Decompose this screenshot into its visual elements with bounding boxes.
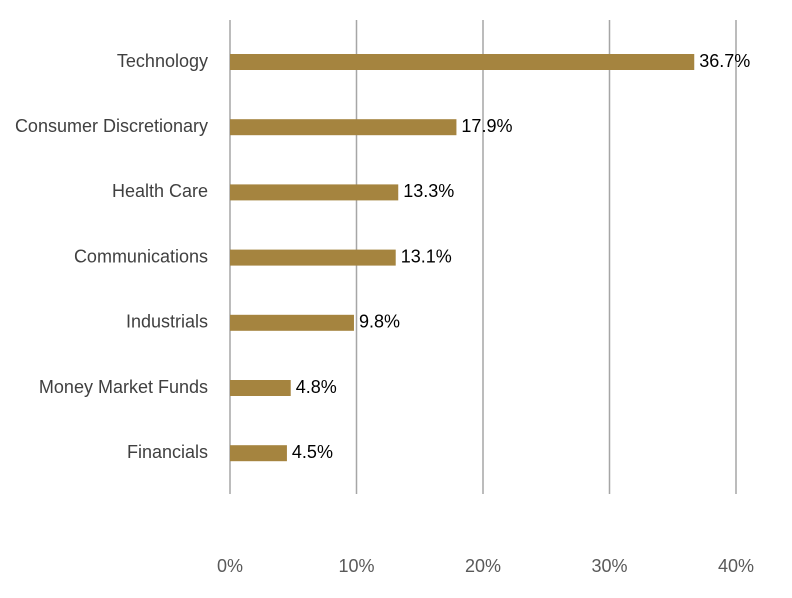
bar [230, 249, 396, 266]
data-label: 4.5% [292, 442, 333, 462]
x-axis-tick-labels: 0% 10% 20% 30% 40% [217, 556, 754, 576]
category-label: Financials [127, 442, 208, 462]
bar [230, 54, 695, 70]
category-label: Health Care [112, 181, 208, 201]
data-label: 17.9% [461, 116, 512, 136]
x-tick-label: 30% [591, 556, 627, 576]
data-labels: 36.7% 17.9% 13.3% 13.1% 9.8% 4.8% 4.5% [292, 51, 750, 462]
data-label: 13.3% [403, 181, 454, 201]
category-label: Technology [117, 51, 208, 71]
x-tick-label: 10% [338, 556, 374, 576]
bar [230, 119, 457, 136]
data-label: 13.1% [401, 246, 452, 266]
data-label: 36.7% [699, 51, 750, 71]
bar [230, 445, 287, 462]
gridlines [229, 20, 737, 494]
bar [230, 314, 354, 331]
bars [230, 54, 695, 462]
bar [230, 380, 291, 396]
category-labels: Technology Consumer Discretionary Health C… [15, 51, 208, 462]
x-tick-label: 0% [217, 556, 243, 576]
x-tick-label: 20% [465, 556, 501, 576]
category-label: Communications [74, 246, 208, 266]
bar [230, 184, 399, 201]
category-label: Industrials [126, 312, 208, 332]
category-label: Money Market Funds [39, 377, 208, 397]
x-tick-label: 40% [718, 556, 754, 576]
data-label: 4.8% [296, 377, 337, 397]
category-label: Consumer Discretionary [15, 116, 208, 136]
data-label: 9.8% [359, 312, 400, 332]
